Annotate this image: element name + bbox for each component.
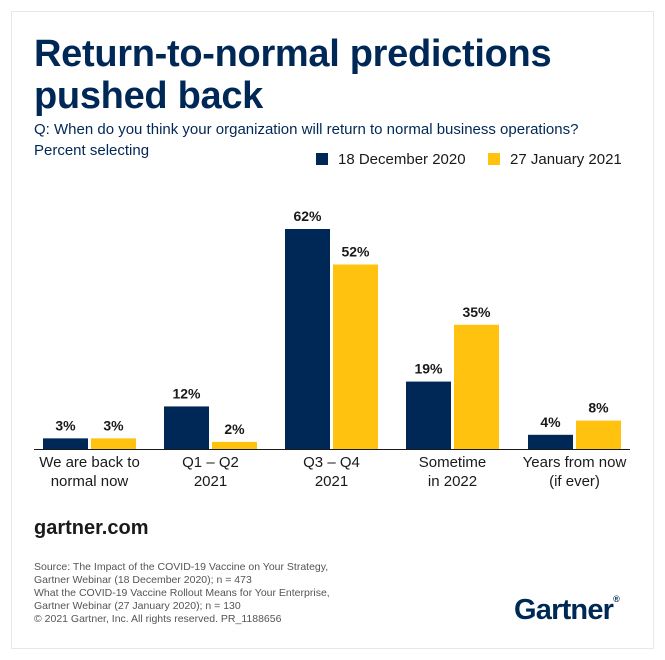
legend-label-january: 27 January 2021	[510, 150, 622, 168]
category-label: We are back to	[39, 454, 140, 471]
data-label: 2%	[224, 421, 245, 437]
logo-text: Gartner	[514, 594, 614, 626]
data-label: 62%	[293, 208, 322, 224]
legend-swatch-december	[316, 153, 328, 165]
category-label: in 2022	[428, 473, 477, 490]
legend-swatch-january	[488, 153, 500, 165]
data-label: 3%	[103, 417, 124, 433]
bar-jan-2021	[91, 438, 136, 449]
source-line: What the COVID-19 Vaccine Rollout Means …	[34, 587, 330, 599]
category-label: Sometime	[419, 454, 487, 471]
chart-subtitle: Percent selecting	[34, 142, 150, 159]
source-line: Source: The Impact of the COVID-19 Vacci…	[34, 561, 329, 573]
data-label: 12%	[172, 385, 201, 401]
data-label: 8%	[588, 400, 609, 416]
gartner-logo: Gartner®	[514, 594, 620, 627]
category-label: Years from now	[523, 454, 627, 471]
bar-jan-2021	[212, 441, 257, 449]
category-label: (if ever)	[549, 473, 600, 490]
category-label: Q1 – Q2	[182, 454, 239, 471]
source-line: Gartner Webinar (27 January 2020); n = 1…	[34, 600, 241, 612]
bar-dec-2020	[285, 229, 330, 449]
data-label: 52%	[341, 243, 370, 259]
category-label: 2021	[194, 473, 227, 490]
source-line: Gartner Webinar (18 December 2020); n = …	[34, 574, 252, 586]
chart-title: Return-to-normal predictions pushed back	[34, 33, 552, 117]
source-notes: Source: The Impact of the COVID-19 Vacci…	[34, 561, 394, 626]
infographic-card	[12, 12, 653, 648]
bar-jan-2021	[454, 324, 499, 449]
category-label: 2021	[315, 473, 348, 490]
data-label: 3%	[55, 417, 76, 433]
data-label: 4%	[540, 414, 561, 430]
legend-item-january: 27 January 2021	[488, 150, 622, 168]
bar-dec-2020	[164, 406, 209, 449]
logo-registered-mark: ®	[613, 594, 620, 604]
legend-label-december: 18 December 2020	[338, 150, 466, 168]
bar-jan-2021	[576, 420, 621, 449]
bar-dec-2020	[43, 438, 88, 449]
bar-jan-2021	[333, 264, 378, 449]
survey-question: Q: When do you think your organization w…	[34, 121, 579, 138]
site-url: gartner.com	[34, 517, 149, 539]
category-label: normal now	[51, 473, 129, 490]
legend-item-december: 18 December 2020	[316, 150, 466, 168]
category-label: Q3 – Q4	[303, 454, 360, 471]
source-line: © 2021 Gartner, Inc. All rights reserved…	[34, 613, 282, 625]
data-label: 35%	[462, 304, 491, 320]
bar-dec-2020	[528, 434, 573, 449]
data-label: 19%	[414, 361, 443, 377]
bar-dec-2020	[406, 381, 451, 449]
